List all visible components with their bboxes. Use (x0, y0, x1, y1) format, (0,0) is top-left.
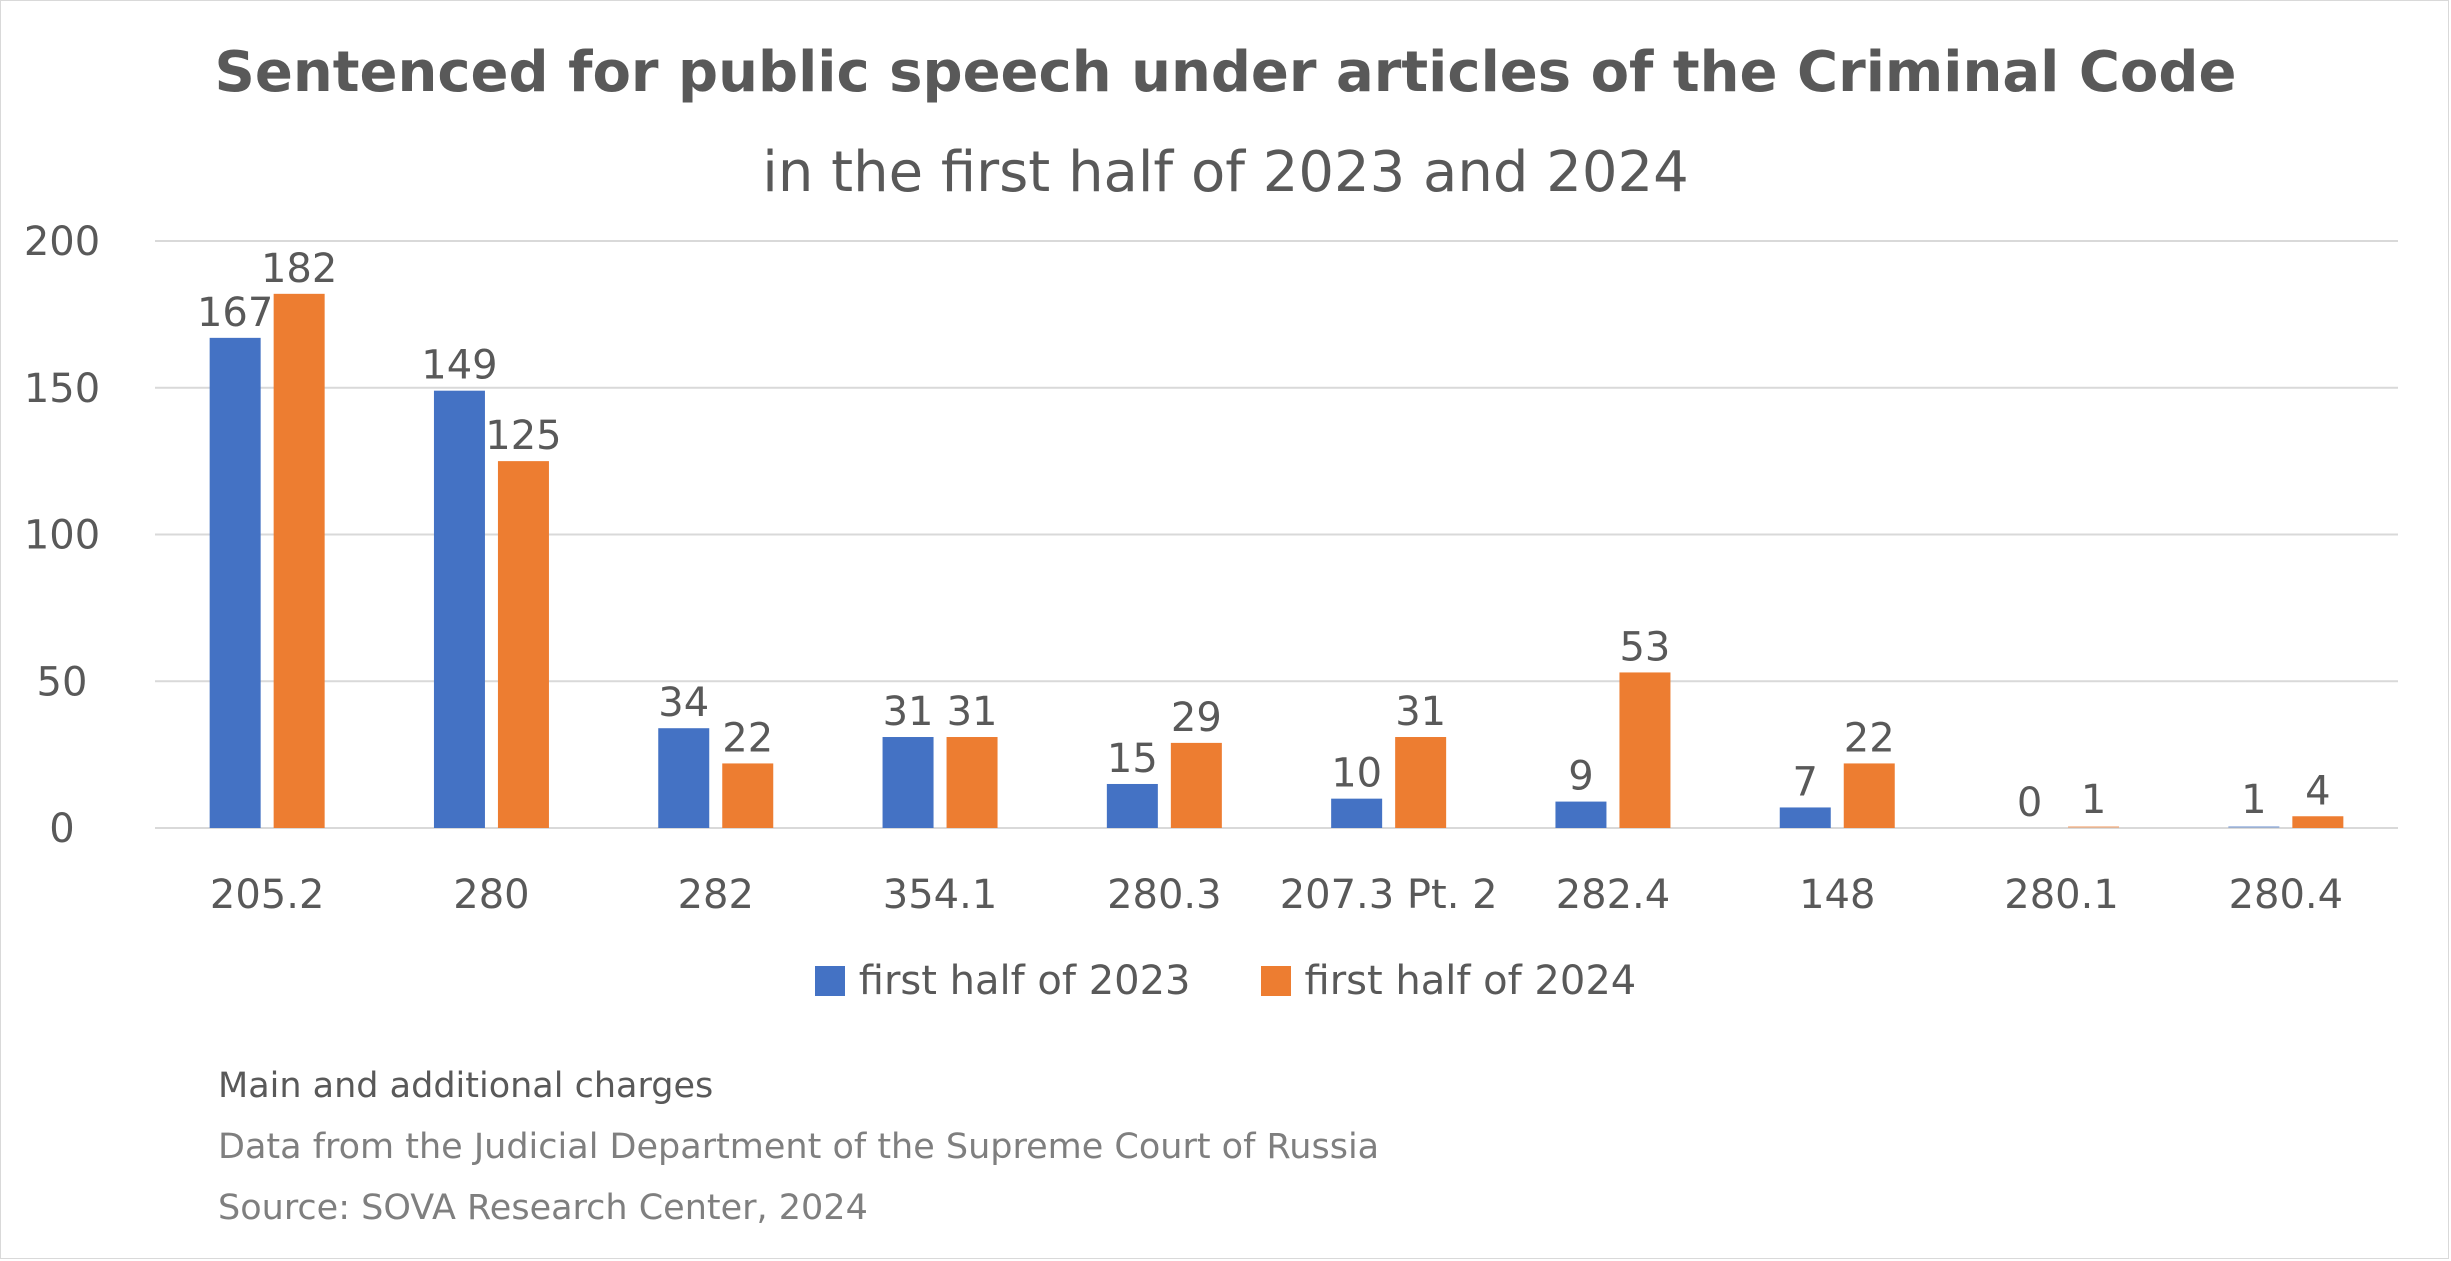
bar-2024 (273, 293, 325, 829)
bar-2023 (658, 728, 710, 828)
legend-swatch-2024 (1260, 966, 1291, 996)
data-label-2023: 34 (658, 680, 709, 726)
bar-2024 (2068, 826, 2120, 828)
bar-2024 (946, 737, 998, 828)
y-tick-label: 0 (49, 806, 74, 852)
bar-2023 (1331, 798, 1383, 828)
data-label-2024: 22 (722, 715, 773, 761)
data-label-2023: 10 (1331, 751, 1382, 797)
bar-chart: 050100150200205.216718228014912528234223… (24, 219, 2398, 918)
chart-title: Sentenced for public speech under articl… (214, 40, 2237, 105)
y-tick-label: 100 (24, 513, 100, 559)
bar-2023 (1555, 801, 1607, 828)
data-label-2024: 53 (1619, 624, 1670, 670)
bar-2023 (433, 390, 485, 828)
x-tick-label: 280.3 (1107, 872, 1222, 918)
data-label-2023: 31 (883, 689, 934, 735)
bar-2024 (1619, 672, 1671, 828)
data-label-2024: 182 (261, 246, 337, 292)
legend-label-2024: first half of 2024 (1304, 958, 1637, 1004)
x-tick-label: 280.4 (2229, 872, 2344, 918)
chart-notes: Main and additional charges Data from th… (218, 1056, 1379, 1239)
x-tick-label: 282.4 (1556, 872, 1671, 918)
legend-label-2023: first half of 2023 (858, 958, 1191, 1004)
bar-2024 (1170, 742, 1222, 828)
data-label-2024: 29 (1171, 695, 1222, 741)
note-data-source: Data from the Judicial Department of the… (218, 1127, 1380, 1167)
chart-subtitle: in the first half of 2023 and 2024 (762, 140, 1689, 205)
y-tick-label: 150 (24, 366, 100, 412)
legend-swatch-2023 (814, 966, 845, 996)
data-label-2023: 9 (1568, 754, 1593, 800)
legend-item-2024: first half of 2024 (1260, 958, 1637, 1004)
bar-2024 (497, 461, 549, 828)
x-tick-label: 282 (678, 872, 754, 918)
bar-2023 (882, 737, 934, 828)
bar-2024 (1395, 737, 1447, 828)
data-label-2024: 1 (2081, 777, 2106, 823)
data-label-2024: 31 (1395, 689, 1446, 735)
note-source: Source: SOVA Research Center, 2024 (218, 1188, 868, 1228)
y-tick-label: 50 (37, 659, 88, 705)
data-label-2023: 1 (2241, 777, 2266, 823)
bar-2023 (1779, 807, 1831, 828)
x-tick-label: 280 (453, 872, 529, 918)
data-label-2024: 22 (1844, 715, 1895, 761)
bar-2024 (1843, 763, 1895, 828)
x-tick-label: 207.3 Pt. 2 (1280, 872, 1498, 918)
data-label-2024: 125 (485, 413, 561, 459)
legend: first half of 2023 first half of 2024 (0, 958, 2451, 1004)
x-tick-label: 148 (1799, 872, 1875, 918)
y-tick-label: 200 (24, 219, 100, 265)
data-label-2024: 31 (947, 689, 998, 735)
x-tick-label: 354.1 (883, 872, 998, 918)
x-tick-label: 280.1 (2004, 872, 2119, 918)
data-label-2024: 4 (2305, 768, 2330, 814)
x-tick-label: 205.2 (210, 872, 325, 918)
data-label-2023: 149 (421, 343, 497, 389)
data-label-2023: 0 (2017, 780, 2042, 826)
data-label-2023: 167 (197, 290, 273, 336)
bar-2024 (2292, 816, 2344, 828)
bar-2023 (2228, 826, 2280, 828)
bar-2023 (209, 337, 261, 828)
bar-2023 (1106, 783, 1158, 828)
note-charges: Main and additional charges (218, 1066, 714, 1106)
bar-2024 (722, 763, 774, 828)
data-label-2023: 7 (1793, 759, 1818, 805)
data-label-2023: 15 (1107, 736, 1158, 782)
legend-item-2023: first half of 2023 (814, 958, 1191, 1004)
